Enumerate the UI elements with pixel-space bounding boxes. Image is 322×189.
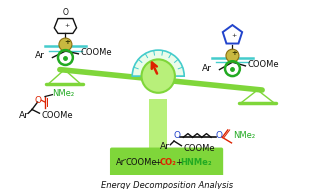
Text: COOMe: COOMe [126, 158, 157, 167]
Circle shape [59, 38, 72, 51]
Text: +: + [232, 50, 237, 56]
Text: +: + [175, 158, 182, 167]
Text: +: + [64, 39, 70, 45]
Text: O: O [62, 8, 68, 17]
Text: Energy Decomposition Analysis: Energy Decomposition Analysis [100, 181, 232, 189]
Text: +: + [65, 23, 70, 29]
Circle shape [226, 49, 239, 62]
FancyBboxPatch shape [140, 148, 177, 155]
Text: Ar: Ar [35, 51, 45, 60]
Text: Ar: Ar [202, 64, 212, 73]
Text: +: + [155, 158, 161, 167]
FancyBboxPatch shape [132, 149, 184, 175]
FancyBboxPatch shape [138, 151, 179, 172]
FancyBboxPatch shape [149, 99, 167, 150]
Circle shape [141, 59, 175, 93]
Text: NMe₂: NMe₂ [233, 131, 255, 140]
Text: HNMe₂: HNMe₂ [181, 158, 212, 167]
Wedge shape [132, 50, 184, 76]
Text: CO₂: CO₂ [160, 158, 177, 167]
FancyBboxPatch shape [110, 148, 223, 177]
Text: ··: ·· [122, 157, 127, 163]
Text: Ar: Ar [116, 158, 125, 167]
Text: O: O [34, 96, 41, 105]
Text: O: O [216, 131, 223, 140]
Text: COOMe: COOMe [41, 112, 73, 121]
Text: NMe₂: NMe₂ [52, 89, 75, 98]
Text: +: + [232, 33, 237, 38]
Text: O: O [173, 131, 180, 140]
Text: COOMe: COOMe [247, 60, 279, 69]
Text: COOMe: COOMe [183, 144, 215, 153]
Text: Ar: Ar [18, 111, 28, 120]
Text: COOMe: COOMe [80, 48, 112, 57]
Text: Ar: Ar [160, 142, 170, 151]
